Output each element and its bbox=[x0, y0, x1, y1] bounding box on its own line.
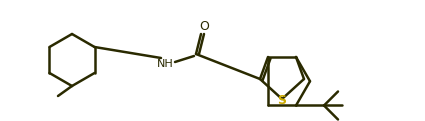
Text: NH: NH bbox=[157, 59, 173, 69]
Text: O: O bbox=[199, 20, 209, 34]
Text: S: S bbox=[278, 95, 286, 107]
